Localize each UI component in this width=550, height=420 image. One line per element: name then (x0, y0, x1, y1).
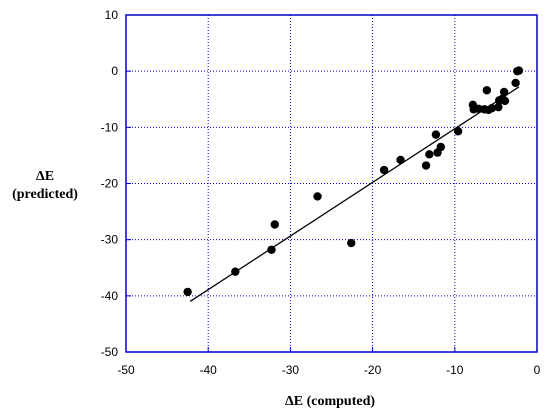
data-point (313, 192, 322, 201)
x-tick-label: -20 (364, 363, 382, 377)
data-point (494, 102, 503, 112)
plot-frame (125, 14, 538, 353)
data-point (347, 238, 356, 248)
data-point (270, 220, 279, 229)
data-point (514, 66, 524, 75)
x-axis-label: ΔE (computed) (284, 394, 376, 409)
y-tick-label: -50 (101, 345, 119, 359)
data-point (421, 161, 431, 170)
x-tick-label: -10 (446, 363, 464, 377)
x-tick-label: -40 (200, 363, 218, 377)
y-tick-label: 0 (111, 64, 118, 78)
data-point (425, 150, 434, 159)
fit-line (189, 86, 520, 302)
data-point (379, 165, 389, 175)
data-point (487, 104, 496, 113)
data-point (231, 267, 240, 276)
y-tick-label: -40 (101, 289, 119, 303)
y-axis-label-line1: ΔE (35, 169, 55, 184)
y-tick-label: -30 (101, 233, 119, 247)
data-point (183, 287, 192, 297)
y-tick-label: -20 (101, 177, 119, 191)
x-tick-label: -50 (117, 363, 135, 377)
y-axis-label: ΔE (predicted) (2, 168, 88, 204)
x-tick-label: 0 (534, 363, 541, 377)
y-tick-label: 10 (105, 8, 119, 22)
x-tick-label: -30 (282, 363, 300, 377)
data-point (499, 87, 509, 97)
y-axis-label-line2: (predicted) (12, 187, 78, 202)
data-point (267, 245, 276, 254)
data-point (482, 86, 492, 95)
y-tick-label: -10 (101, 120, 119, 134)
data-point (396, 155, 405, 165)
data-point (431, 130, 441, 139)
data-point (453, 127, 463, 136)
data-point (436, 142, 446, 152)
data-point (511, 78, 520, 88)
data-point (500, 96, 510, 106)
